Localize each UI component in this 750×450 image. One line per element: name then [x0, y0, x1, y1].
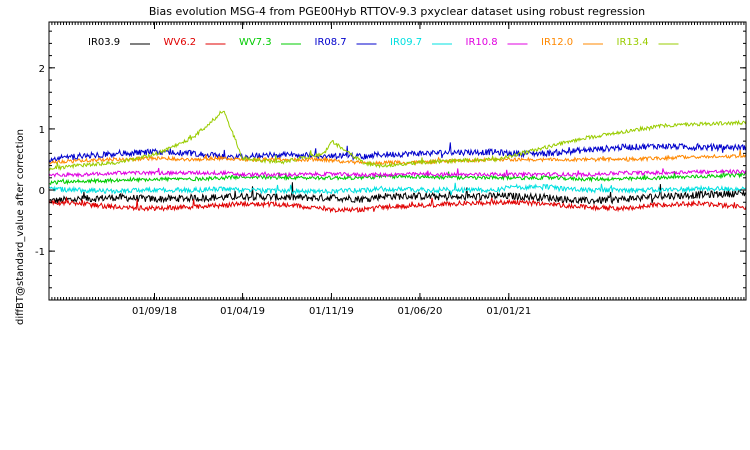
- series-line-wv62: [48, 197, 747, 214]
- legend-label: IR08.7: [315, 37, 347, 48]
- x-tick-label: 01/06/20: [397, 306, 442, 317]
- legend-label: WV6.2: [164, 37, 197, 48]
- x-tick-label: 01/04/19: [220, 306, 265, 317]
- series-line-ir120: [49, 149, 747, 167]
- y-tick-label: -1: [35, 247, 45, 258]
- legend-label: IR09.7: [390, 37, 422, 48]
- y-tick-label: 0: [39, 186, 45, 197]
- series-line-ir097: [48, 182, 747, 196]
- y-tick-label: 2: [39, 64, 45, 75]
- series-line-ir039: [48, 182, 747, 206]
- x-tick-label: 01/01/21: [486, 306, 531, 317]
- series-line-ir108: [48, 167, 747, 179]
- chart-title: Bias evolution MSG-4 from PGE00Hyb RTTOV…: [149, 5, 645, 18]
- legend-label: IR12.0: [541, 37, 573, 48]
- legend: IR03.9 WV6.2 WV7.3 IR08.7 IR09.7 IR10.8 IR12.0…: [88, 37, 679, 48]
- series-line-ir134: [48, 110, 747, 171]
- legend-label: IR10.8: [466, 37, 498, 48]
- x-tick-label: 01/11/19: [309, 306, 354, 317]
- x-tick-label: 01/09/18: [132, 306, 177, 317]
- axes: -1 0 1 2 01/09/18 01/04/19 01/11/19 01/06/20 01/…: [35, 22, 746, 317]
- y-axis-title: diffBT@standard_value after correction: [15, 129, 26, 325]
- legend-label: IR03.9: [88, 37, 120, 48]
- legend-label: IR13.4: [617, 37, 649, 48]
- series-layer: [48, 110, 747, 214]
- y-tick-label: 1: [39, 125, 45, 136]
- series-line-wv73: [48, 170, 747, 186]
- legend-label: WV7.3: [239, 37, 272, 48]
